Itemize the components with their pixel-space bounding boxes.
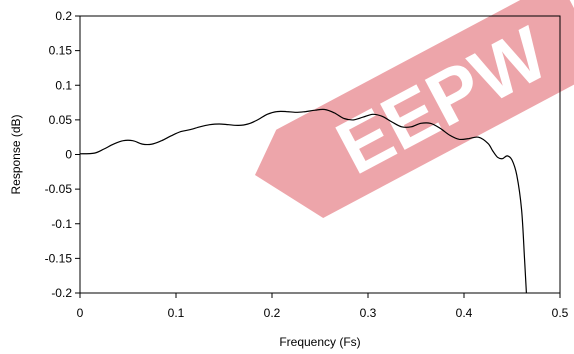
y-tick-label: 0.15 xyxy=(49,44,73,58)
x-axis-label: Frequency (Fs) xyxy=(279,335,360,349)
y-tick-label: -0.1 xyxy=(51,217,72,231)
y-tick-label: 0 xyxy=(65,148,72,162)
x-tick-label: 0.4 xyxy=(456,306,473,320)
y-axis-label: Response (dB) xyxy=(9,114,23,194)
y-tick-label: 0.05 xyxy=(49,113,73,127)
watermark-text: EEPW xyxy=(323,11,561,191)
y-tick-label: 0.2 xyxy=(55,9,72,23)
watermark: EEPW xyxy=(241,0,574,237)
x-tick-label: 0.2 xyxy=(264,306,281,320)
x-tick-label: 0.3 xyxy=(360,306,377,320)
x-tick-label: 0 xyxy=(77,306,84,320)
x-tick-label: 0.1 xyxy=(168,306,185,320)
y-tick-label: -0.15 xyxy=(45,251,73,265)
y-tick-label: -0.05 xyxy=(45,182,73,196)
y-tick-label: -0.2 xyxy=(51,286,72,300)
watermark-banner: EEPW xyxy=(241,0,574,237)
y-tick-label: 0.1 xyxy=(55,78,72,92)
x-tick-label: 0.5 xyxy=(552,306,569,320)
